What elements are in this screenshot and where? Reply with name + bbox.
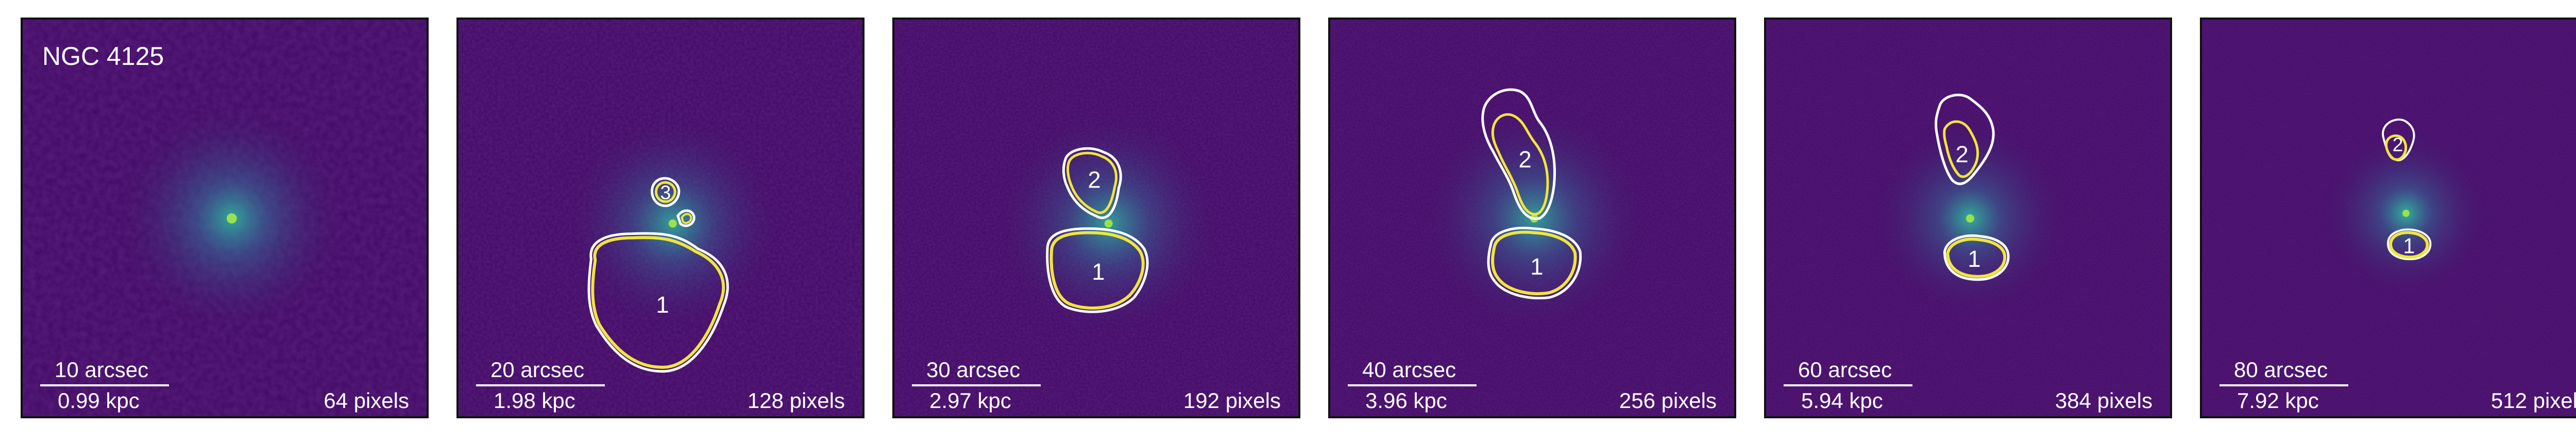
region-3-label: 3	[660, 181, 671, 203]
scale-kpc-label: 0.99 kpc	[58, 388, 140, 413]
region-2-white-contour	[1481, 88, 1556, 220]
region-2-label: 2	[1518, 146, 1531, 173]
region-1-yellow-contour	[591, 236, 725, 369]
scale-kpc-label: 5.94 kpc	[1801, 388, 1883, 413]
region-2-label: 2	[1088, 167, 1100, 193]
region-2-yellow-contour	[1491, 113, 1549, 216]
xray-image-background	[2202, 20, 2576, 416]
scale-bar	[1348, 384, 1477, 386]
image-panel-5: 1 2 60 arcsec 5.94 kpc 384 pixels	[1764, 18, 2172, 418]
scale-arcsec-label: 60 arcsec	[1798, 358, 1892, 382]
contour-overlay: 1 2	[1481, 88, 1582, 300]
region-2-yellow-contour	[1943, 120, 1979, 178]
scale-bar	[40, 384, 169, 386]
scale-arcsec-label: 40 arcsec	[1362, 358, 1456, 382]
small-yellow-contour	[681, 213, 692, 224]
region-2-white-contour	[2382, 118, 2415, 162]
contour-overlay: 1 2	[1935, 93, 2010, 281]
region-2-yellow-contour	[2385, 134, 2408, 161]
region-1-yellow-contour	[1491, 230, 1577, 296]
region-2-yellow-contour	[1066, 151, 1118, 214]
scale-kpc-label: 1.98 kpc	[494, 388, 575, 413]
region-2-label: 2	[1955, 141, 1968, 167]
region-1-yellow-contour	[2389, 231, 2429, 259]
image-panel-2: 1 3 20 arcsec 1.98 kpc 128 pixels	[456, 18, 865, 418]
image-panel-4: 1 2 40 arcsec 3.96 kpc 256 pixels	[1328, 18, 1736, 418]
region-1-white-contour	[1487, 227, 1582, 300]
scale-kpc-label: 3.96 kpc	[1365, 388, 1447, 413]
contour-overlay: 1 2	[2382, 118, 2432, 261]
contour-overlay: 1 3	[587, 177, 729, 373]
region-1-white-contour	[587, 232, 729, 373]
region-1-white-contour	[1943, 234, 2010, 281]
image-panel-3: 1 2 30 arcsec 2.97 kpc 192 pixels	[892, 18, 1300, 418]
scale-bar	[1784, 384, 1912, 386]
scale-arcsec-label: 80 arcsec	[2234, 358, 2328, 382]
region-1-label: 1	[656, 292, 669, 318]
region-2-white-contour	[1062, 147, 1122, 219]
region-2-white-contour	[1935, 93, 1995, 185]
scale-arcsec-label: 20 arcsec	[490, 358, 585, 382]
xray-image-background	[894, 20, 1298, 416]
scale-bar	[476, 384, 605, 386]
pixels-label: 384 pixels	[2055, 388, 2153, 413]
small-white-contour	[676, 209, 696, 227]
scale-bar	[912, 384, 1041, 386]
xray-image-background	[1330, 20, 1734, 416]
region-1-white-contour	[1046, 227, 1149, 313]
pixels-label: 128 pixels	[747, 388, 845, 413]
xray-image-background	[459, 20, 862, 416]
region-1-label: 1	[1530, 253, 1543, 280]
region-1-label: 1	[2403, 233, 2415, 258]
pixels-label: 512 pixels	[2490, 388, 2576, 413]
image-panel-6: 1 2 80 arcsec 7.92 kpc 512 pixels	[2200, 18, 2576, 418]
region-3-yellow-contour	[655, 181, 676, 203]
scale-arcsec-label: 10 arcsec	[55, 358, 149, 382]
scale-arcsec-label: 30 arcsec	[926, 358, 1021, 382]
pixels-label: 64 pixels	[324, 388, 409, 413]
region-1-label: 1	[1968, 246, 1980, 272]
region-1-yellow-contour	[1946, 237, 2007, 278]
region-2-label: 2	[2393, 133, 2403, 155]
region-1-white-contour	[2387, 228, 2432, 261]
galaxy-name-label: NGC 4125	[42, 42, 164, 71]
region-3-white-contour	[651, 177, 681, 207]
scale-kpc-label: 7.92 kpc	[2237, 388, 2319, 413]
scale-kpc-label: 2.97 kpc	[929, 388, 1011, 413]
contour-overlay: 1 2	[1046, 147, 1149, 313]
xray-image-background	[1766, 20, 2170, 416]
region-1-label: 1	[1092, 259, 1105, 285]
pixels-label: 192 pixels	[1183, 388, 1281, 413]
region-1-yellow-contour	[1049, 231, 1145, 310]
image-panel-1: NGC 4125 10 arcsec 0.99 kpc 64 pixels	[21, 18, 429, 418]
pixels-label: 256 pixels	[1619, 388, 1717, 413]
scale-bar	[2219, 384, 2348, 386]
xray-image-background	[23, 20, 427, 416]
